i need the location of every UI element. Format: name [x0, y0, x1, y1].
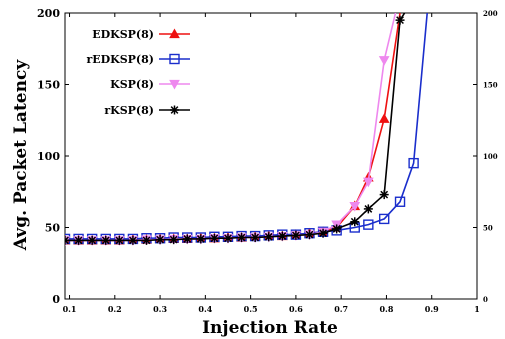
- legend-label: KSP(8): [110, 78, 154, 91]
- data-point: [408, 157, 419, 169]
- data-point: [363, 204, 373, 214]
- x-tick-label: 0.8: [379, 304, 393, 314]
- y-tick-label-right: 50: [483, 224, 493, 233]
- data-point: [332, 224, 342, 234]
- data-point: [378, 213, 390, 225]
- data-point: [237, 233, 247, 243]
- y-axis-title: Avg. Packet Latency: [11, 59, 31, 252]
- data-point: [395, 15, 405, 25]
- series-layer: [65, 13, 428, 246]
- y-tick-label: 150: [37, 79, 60, 92]
- x-tick-label: 0.4: [198, 304, 212, 314]
- data-point: [114, 235, 124, 245]
- x-tick-label: 0.1: [63, 304, 77, 314]
- x-tick-label: 1: [474, 304, 480, 314]
- data-point: [378, 113, 390, 123]
- data-point: [74, 235, 84, 245]
- data-point: [141, 235, 151, 245]
- x-tick-label: 0.9: [425, 304, 439, 314]
- data-point: [350, 217, 360, 227]
- x-tick-label: 0.7: [334, 304, 348, 314]
- x-axis-title: Injection Rate: [202, 318, 338, 338]
- y-tick-label-right: 0: [483, 295, 488, 304]
- series-line: [65, 13, 401, 242]
- data-point: [65, 235, 70, 245]
- data-point: [349, 201, 361, 212]
- data-point: [128, 235, 138, 245]
- data-point: [155, 235, 165, 245]
- legend-marker: [169, 53, 180, 65]
- y-tick-label: 200: [37, 7, 60, 20]
- legend-label: rEDKSP(8): [86, 53, 154, 66]
- y-tick-label-right: 150: [483, 81, 498, 90]
- data-point: [362, 177, 374, 188]
- series-0: [65, 13, 401, 245]
- data-point: [101, 235, 111, 245]
- y-tick-label-right: 200: [483, 9, 498, 18]
- data-point: [65, 233, 71, 245]
- x-tick-label: 0.2: [108, 304, 122, 314]
- data-point: [304, 230, 314, 240]
- data-point: [250, 233, 260, 243]
- x-tick-label: 0.3: [153, 304, 167, 314]
- legend-marker: [169, 28, 180, 39]
- data-point: [264, 232, 274, 242]
- legend-label: EDKSP(8): [92, 28, 154, 41]
- x-tick-label: 0.5: [244, 304, 258, 314]
- data-point: [378, 56, 390, 66]
- data-point: [87, 235, 97, 245]
- data-point: [394, 196, 406, 207]
- data-point: [169, 235, 179, 245]
- data-point: [277, 231, 287, 241]
- y-tick-label-right: 100: [483, 152, 498, 161]
- legend-marker: [169, 79, 180, 90]
- data-point: [318, 228, 328, 238]
- y-tick-label: 100: [37, 150, 60, 163]
- y-tick-label: 0: [52, 293, 60, 306]
- x-tick-label: 0.6: [289, 304, 303, 314]
- data-point: [196, 234, 206, 244]
- data-point: [363, 219, 374, 230]
- data-point: [379, 190, 389, 200]
- series-3: [65, 13, 406, 245]
- data-point: [182, 234, 192, 244]
- y-tick-label: 50: [45, 222, 61, 235]
- data-point: [291, 230, 301, 240]
- legend-label: rKSP(8): [104, 104, 154, 117]
- data-point: [209, 233, 219, 243]
- series-line: [65, 13, 397, 242]
- series-2: [65, 13, 397, 246]
- legend-marker: [170, 105, 179, 115]
- data-point: [223, 233, 233, 243]
- legend: EDKSP(8) rEDKSP(8) KSP(8) rKSP(8): [86, 28, 190, 117]
